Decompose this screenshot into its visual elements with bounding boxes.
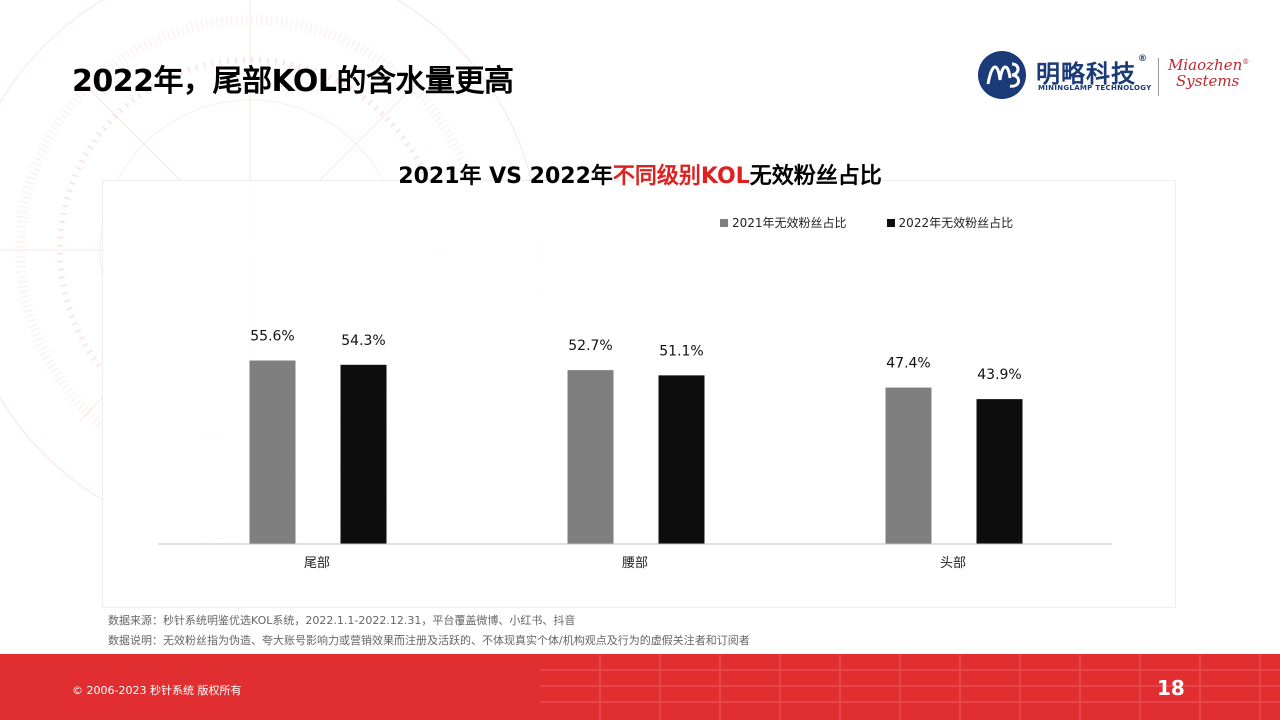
logo-brand-cn: 明略科技® xyxy=(1036,54,1148,88)
data-label-2022-1: 51.1% xyxy=(659,343,703,359)
copyright-text: © 2006-2023 秒针系统 版权所有 xyxy=(72,684,242,697)
category-label-0: 尾部 xyxy=(304,556,330,571)
logo-divider xyxy=(1158,58,1159,96)
category-label-2: 头部 xyxy=(940,556,966,571)
legend-swatch-2022 xyxy=(886,218,895,227)
bar-2022-2 xyxy=(976,399,1023,544)
data-definition-note: 数据说明：无效粉丝指为伪造、夸大账号影响力或营销效果而注册及活跃的、不体现真实个… xyxy=(108,634,750,647)
logo-brand-en: MININGLAMP TECHNOLOGY xyxy=(1038,84,1152,92)
legend-item-2021: 2021年无效粉丝占比 xyxy=(720,214,847,231)
chart-title: 2021年 VS 2022年不同级别KOL无效粉丝占比 xyxy=(398,164,882,189)
chart-legend: 2021年无效粉丝占比 2022年无效粉丝占比 xyxy=(720,214,1013,231)
logo-mark-icon xyxy=(978,51,1026,99)
data-label-2022-2: 43.9% xyxy=(977,367,1021,383)
bar-2021-0 xyxy=(249,360,296,544)
company-logo: 明略科技® MININGLAMP TECHNOLOGY Miaozhen® Sy… xyxy=(976,48,1250,104)
page-number: 18 xyxy=(1157,676,1185,700)
legend-item-2022: 2022年无效粉丝占比 xyxy=(886,214,1014,231)
category-label-1: 腰部 xyxy=(622,556,648,571)
partner-logo: Miaozhen® Systems xyxy=(1168,56,1250,90)
bar-2022-0 xyxy=(340,364,387,544)
data-label-2021-0: 55.6% xyxy=(250,329,294,345)
data-label-2021-2: 47.4% xyxy=(886,356,930,372)
footer-bar: © 2006-2023 秒针系统 版权所有 18 xyxy=(0,654,1280,720)
data-source-note: 数据来源：秒针系统明鉴优选KOL系统，2022.1.1-2022.12.31，平… xyxy=(108,614,576,627)
bar-2021-2 xyxy=(885,387,932,544)
legend-swatch-2021 xyxy=(720,218,728,227)
bar-2021-1 xyxy=(567,370,614,544)
page-title: 2022年，尾部KOL的含水量更高 xyxy=(72,64,514,99)
data-label-2021-1: 52.7% xyxy=(568,338,612,354)
footer-grid-decoration xyxy=(540,654,1280,720)
data-label-2022-0: 54.3% xyxy=(341,333,385,349)
bar-2022-1 xyxy=(658,375,705,544)
footnotes: 数据来源：秒针系统明鉴优选KOL系统，2022.1.1-2022.12.31，平… xyxy=(108,611,750,651)
legend-label-2022: 2022年无效粉丝占比 xyxy=(898,216,1014,230)
legend-label-2021: 2021年无效粉丝占比 xyxy=(732,216,847,230)
